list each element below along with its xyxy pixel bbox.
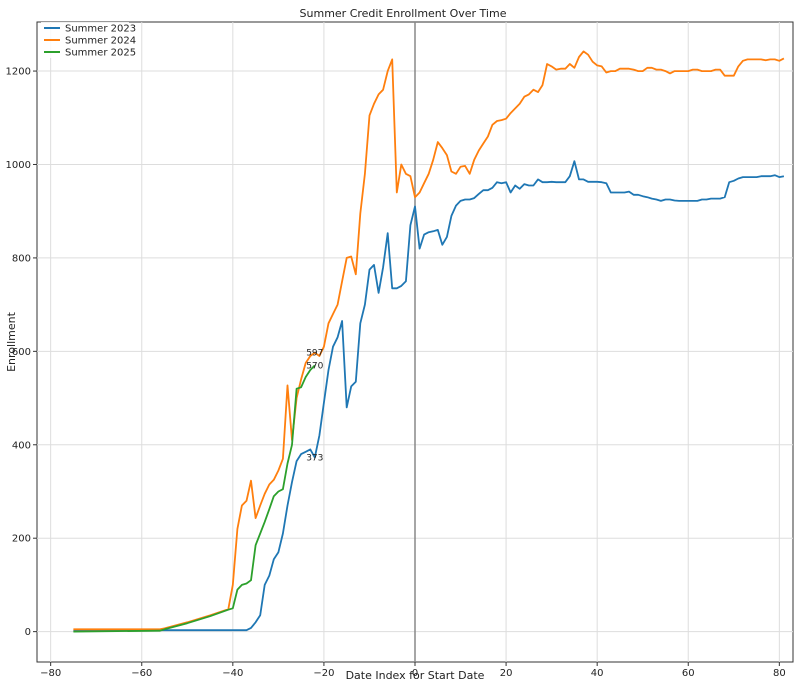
data-annotation: 570 (306, 361, 323, 371)
x-tick-label: −40 (222, 668, 243, 679)
y-tick-label: 0 (25, 627, 31, 638)
x-tick-label: 40 (591, 668, 604, 679)
x-tick-label: 20 (500, 668, 513, 679)
y-axis-label: Enrollment (5, 311, 18, 371)
data-annotation: 597 (306, 349, 323, 359)
annotations: 597 570 373 (306, 349, 323, 464)
x-tick-label: 0 (412, 668, 418, 679)
y-tick-label: 400 (12, 440, 31, 451)
legend-entry: Summer 2024 (65, 36, 136, 47)
y-tick-label: 1200 (6, 67, 31, 78)
y-tick-label: 1000 (6, 160, 31, 171)
x-tick-label: 60 (682, 668, 695, 679)
chart-title: Summer Credit Enrollment Over Time (300, 7, 507, 20)
y-tick-label: 800 (12, 253, 31, 264)
y-axis-ticks: 0 200 400 600 800 1000 1200 (6, 67, 37, 638)
series-line-1 (73, 160, 785, 632)
x-axis-ticks: −80 −60 −40 −20 0 20 40 60 80 (40, 662, 786, 679)
y-tick-label: 600 (12, 347, 31, 358)
series-line-3 (73, 364, 316, 633)
x-tick-label: −80 (40, 668, 61, 679)
y-tick-label: 200 (12, 534, 31, 545)
x-tick-label: 80 (773, 668, 786, 679)
x-tick-label: −20 (313, 668, 334, 679)
legend-entry: Summer 2023 (65, 24, 136, 35)
legend-entry: Summer 2025 (65, 48, 136, 59)
x-tick-label: −60 (131, 668, 152, 679)
data-annotation: 373 (306, 453, 323, 463)
series-lines (73, 50, 785, 633)
series-line-2 (73, 50, 785, 631)
x-axis-label: Date Index for Start Date (346, 669, 485, 682)
